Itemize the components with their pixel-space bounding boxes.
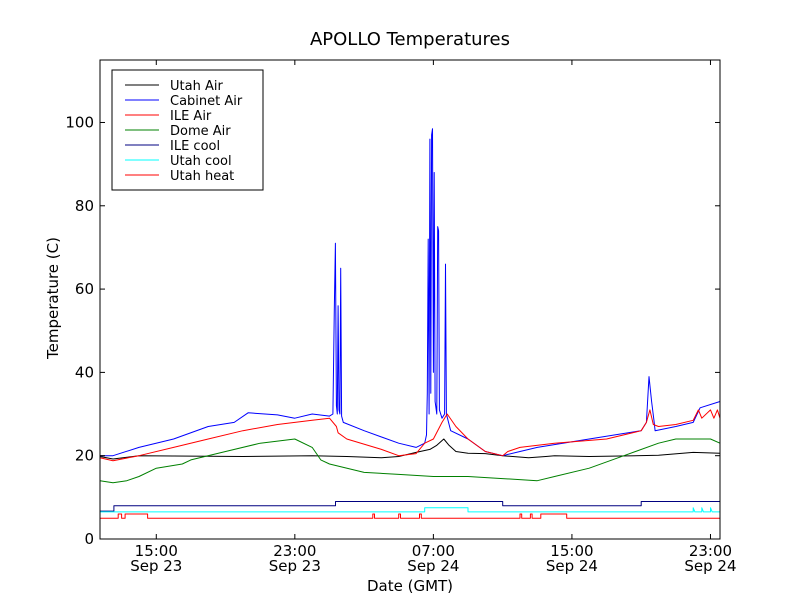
x-tick-time-label: 07:00 <box>412 542 455 560</box>
x-tick-time-label: 15:00 <box>550 542 593 560</box>
y-tick-label: 100 <box>65 113 94 131</box>
y-tick-label: 40 <box>75 363 94 381</box>
x-tick-date-label: Sep 24 <box>407 557 459 575</box>
legend-label-cabinet-air: Cabinet Air <box>170 94 243 109</box>
legend-label-utah-air: Utah Air <box>170 79 223 94</box>
y-tick-label: 80 <box>75 197 94 215</box>
x-tick-time-label: 23:00 <box>689 542 732 560</box>
y-tick-label: 20 <box>75 447 94 465</box>
x-tick-date-label: Sep 23 <box>130 557 182 575</box>
x-tick-time-label: 23:00 <box>273 542 316 560</box>
y-tick-label: 60 <box>75 280 94 298</box>
chart-title: APOLLO Temperatures <box>310 29 510 50</box>
series-line-cabinet-air <box>100 128 721 457</box>
series-layer <box>99 128 721 519</box>
y-tick-label: 0 <box>84 530 94 548</box>
plot-frame <box>99 59 721 540</box>
series-line-dome-air <box>99 438 721 484</box>
legend-label-ile-cool: ILE cool <box>170 139 220 154</box>
legend-label-dome-air: Dome Air <box>170 124 231 139</box>
y-axis-label: Temperature (C) <box>44 237 62 360</box>
series-line-utah-cool <box>100 507 720 513</box>
series-line-ile-air <box>99 409 721 462</box>
legend-label-ile-air: ILE Air <box>170 109 212 124</box>
legend-label-utah-heat: Utah heat <box>170 169 234 184</box>
x-tick-time-label: 15:00 <box>135 542 178 560</box>
x-axis-label: Date (GMT) <box>367 577 453 595</box>
x-tick-date-label: Sep 23 <box>269 557 321 575</box>
series-line-utah-heat <box>100 513 720 519</box>
x-tick-date-label: Sep 24 <box>684 557 736 575</box>
series-line-utah-air <box>99 438 721 460</box>
legend-label-utah-cool: Utah cool <box>170 154 232 169</box>
x-tick-date-label: Sep 24 <box>546 557 598 575</box>
series-line-ile-cool <box>100 501 720 512</box>
